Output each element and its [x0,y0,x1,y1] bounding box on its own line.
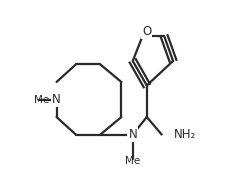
Text: Me: Me [34,95,49,104]
Text: N: N [52,93,61,106]
Text: NH₂: NH₂ [174,128,196,141]
Text: Me: Me [125,156,140,166]
Text: O: O [142,25,151,38]
Text: N: N [128,128,137,141]
